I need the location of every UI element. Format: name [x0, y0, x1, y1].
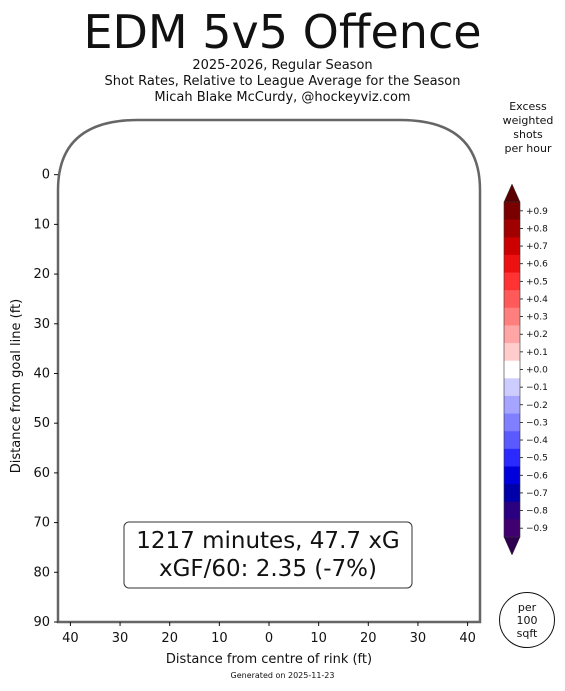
colorbar-tick-label: +0.6 — [526, 260, 548, 270]
y-tick-label: 40 — [33, 366, 50, 381]
colorbar-tick-label: −0.1 — [526, 383, 548, 393]
colorbar-title: Excess weighted shots per hour — [492, 100, 564, 156]
chart-subtitle-author: Micah Blake McCurdy, @hockeyviz.com — [154, 90, 411, 105]
unit-line: sqft — [516, 626, 538, 640]
colorbar-tick-label: +0.9 — [526, 207, 548, 217]
colorbar-segment — [504, 343, 520, 362]
colorbar-segment — [504, 360, 520, 379]
colorbar-top-extension — [503, 183, 521, 203]
colorbar-tick-label: +0.3 — [526, 313, 548, 323]
colorbar-tick-label: +0.1 — [526, 348, 548, 358]
colorbar-segment — [504, 237, 520, 256]
x-tick-label: 40 — [62, 631, 79, 646]
summary-text: 1217 minutes, 47.7 xG — [136, 528, 400, 554]
x-tick-label: 40 — [459, 631, 476, 646]
y-tick-label: 10 — [33, 217, 50, 232]
x-tick-label: 30 — [112, 631, 129, 646]
chart-subtitle-description: Shot Rates, Relative to League Average f… — [104, 74, 461, 89]
colorbar-tick-label: −0.2 — [526, 401, 548, 411]
colorbar-title-line: Excess — [509, 100, 547, 113]
y-tick-label: 50 — [33, 416, 50, 431]
colorbar-segment — [504, 378, 520, 397]
colorbar-tick-label: +0.5 — [526, 277, 548, 287]
x-tick-label: 20 — [360, 631, 377, 646]
generated-date: Generated on 2025-11-23 — [230, 671, 335, 680]
chart-title: EDM 5v5 Offence — [83, 5, 482, 59]
y-tick-label: 70 — [33, 516, 50, 531]
colorbar-title-line: per hour — [504, 142, 552, 155]
colorbar-tick-label: −0.7 — [526, 489, 548, 499]
colorbar-segment — [504, 290, 520, 309]
colorbar-tick-label: +0.2 — [526, 330, 548, 340]
y-axis-label: Distance from goal line (ft) — [9, 299, 24, 473]
unit-circle: per 100 sqft — [499, 592, 555, 648]
colorbar-tick-label: +0.8 — [526, 224, 548, 234]
colorbar-tick-label: −0.8 — [526, 507, 548, 517]
colorbar-segment — [504, 272, 520, 291]
colorbar-segment — [504, 325, 520, 344]
y-tick-label: 30 — [33, 317, 50, 332]
y-tick-label: 0 — [42, 168, 50, 183]
colorbar-tick-label: −0.4 — [526, 436, 548, 446]
colorbar-segment — [504, 431, 520, 450]
summary-box — [123, 521, 413, 589]
colorbar-segment — [504, 395, 520, 415]
colorbar-segment — [504, 202, 520, 221]
colorbar-segment — [504, 254, 520, 274]
y-tick-label: 60 — [33, 466, 50, 481]
colorbar-segment — [504, 413, 520, 432]
x-tick-label: 10 — [211, 631, 228, 646]
x-tick-label: 20 — [161, 631, 178, 646]
rink-boards — [56, 118, 482, 624]
y-tick-label: 20 — [33, 267, 50, 282]
colorbar-segment — [504, 519, 520, 538]
chart-subtitle-season: 2025-2026, Regular Season — [192, 58, 373, 73]
x-axis-label: Distance from centre of rink (ft) — [166, 652, 372, 667]
colorbar-segment — [504, 484, 520, 503]
colorbar-segment — [504, 466, 520, 485]
colorbar-bottom-extension — [503, 536, 521, 556]
x-tick-label: 10 — [310, 631, 327, 646]
unit-line: per — [517, 600, 537, 614]
colorbar-tick-label: +0.4 — [526, 295, 548, 305]
colorbar-tick-label: −0.3 — [526, 418, 548, 428]
colorbar-title-line: shots — [513, 128, 543, 141]
y-tick-label: 80 — [33, 565, 50, 580]
colorbar-tick-label: −0.9 — [526, 524, 548, 534]
colorbar-tick-label: −0.5 — [526, 454, 548, 464]
colorbar-tick-label: +0.7 — [526, 242, 548, 252]
unit-line: 100 — [516, 613, 538, 627]
colorbar-tick-label: −0.6 — [526, 471, 548, 481]
colorbar-segment — [504, 219, 520, 238]
x-tick-label: 0 — [265, 631, 273, 646]
y-tick-label: 90 — [33, 615, 50, 630]
colorbar-segment — [504, 501, 520, 520]
summary-text: xGF/60: 2.35 (-7%) — [159, 556, 377, 582]
colorbar-tick-label: +0.0 — [526, 366, 548, 376]
colorbar-segment — [504, 307, 520, 326]
colorbar-segment — [504, 448, 520, 467]
x-tick-label: 30 — [410, 631, 427, 646]
colorbar-title-line: weighted — [502, 114, 554, 127]
